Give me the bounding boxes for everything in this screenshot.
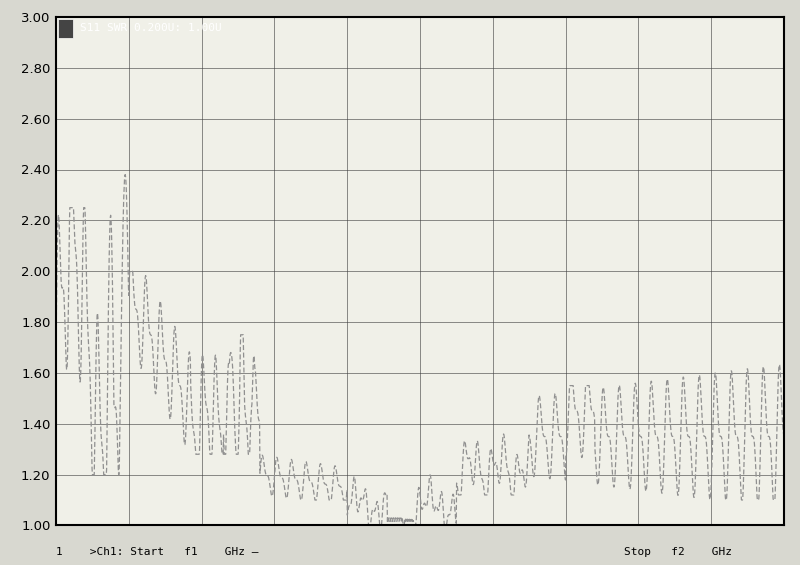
Text: Stop   f2    GHz: Stop f2 GHz: [624, 547, 732, 557]
Text: 1    >Ch1: Start   f1    GHz —: 1 >Ch1: Start f1 GHz —: [56, 547, 258, 557]
